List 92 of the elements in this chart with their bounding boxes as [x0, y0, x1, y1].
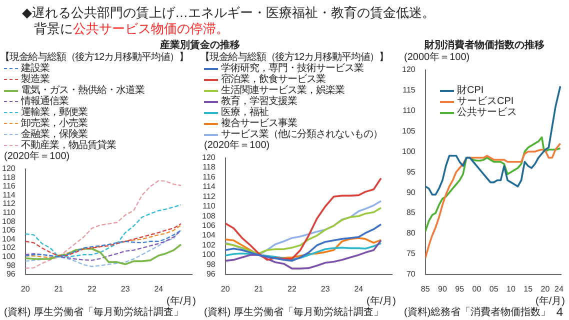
- legend-label: 金融業，保険業: [21, 129, 88, 140]
- y-axis-title: (2000年＝100): [403, 52, 471, 63]
- x-tick-label: 20: [220, 284, 230, 294]
- legend-label: サービスCPI: [457, 96, 514, 107]
- x-axis-title: (年/月): [534, 296, 566, 307]
- y-tick-label: 100: [402, 146, 416, 156]
- x-tick-label: 21: [54, 284, 64, 294]
- y-tick-label: 102: [2, 243, 16, 252]
- y-tick-label: 110: [402, 106, 416, 115]
- x-tick-label: 23: [320, 284, 330, 294]
- legend-label: 生活関連サービス業，娯楽業: [221, 85, 344, 96]
- x-tick-label: 95: [455, 284, 465, 294]
- chart-subtitle: 【現金給与総額（後方12カ月移動平均値）】: [0, 52, 190, 63]
- y-tick-label: 75: [406, 249, 416, 258]
- y-tick-label: 120: [202, 153, 216, 162]
- x-tick-label: 85: [420, 284, 430, 294]
- y-tick-label: 110: [2, 208, 16, 218]
- legend-label: 財CPI: [457, 85, 484, 96]
- legend-label: 製造業: [21, 74, 50, 85]
- x-tick-label: 05: [489, 284, 499, 294]
- text: 4: [556, 305, 563, 319]
- y-tick-label: 100: [202, 250, 216, 260]
- y-tick-label: 108: [202, 211, 216, 220]
- x-tick-label: 10: [506, 284, 516, 294]
- y-tick-label: 114: [202, 182, 216, 192]
- legend-label: 教育，学習支援業: [221, 96, 297, 107]
- y-tick-label: 118: [2, 172, 16, 182]
- x-tick-label: 24: [354, 284, 364, 294]
- legend-label: 運輸業，郵便業: [21, 107, 88, 118]
- x-tick-label: 24: [554, 284, 564, 294]
- x-tick-label: 15: [524, 284, 534, 294]
- x-axis-title: (年/月): [166, 296, 197, 307]
- y-tick-label: 120: [402, 65, 416, 74]
- y-tick-label: 118: [202, 162, 216, 172]
- legend-label: 情報通信業: [21, 96, 68, 107]
- line-series: [25, 180, 182, 269]
- y-tick-label: 80: [406, 228, 416, 238]
- legend-label: 卸売業，小売業: [21, 118, 88, 129]
- legend-label: 学術研究，専門・技術サービス業: [221, 63, 364, 74]
- text: ◆遅れる公共部門の賃上げ…エネルギー・医療福祉・教育の賃金低迷。: [22, 5, 435, 21]
- y-tick-label: 102: [202, 240, 216, 250]
- y-tick-label: 116: [202, 172, 216, 182]
- y-tick-label: 96: [6, 270, 16, 279]
- legend-label: 医療，福祉: [221, 107, 268, 118]
- y-tick-label: 115: [402, 85, 416, 94]
- line-series: [25, 204, 182, 258]
- y-tick-label: 70: [406, 270, 416, 279]
- y-tick-label: 104: [202, 230, 216, 240]
- y-tick-label: 95: [406, 167, 416, 176]
- legend-label: 建設業: [21, 63, 50, 74]
- x-tick-label: 23: [120, 284, 130, 294]
- y-tick-label: 120: [2, 164, 16, 174]
- y-tick-label: 106: [202, 221, 216, 230]
- chart-title: 産業別賃金の推移: [159, 38, 241, 52]
- y-tick-label: 114: [2, 190, 16, 200]
- text: (資料) 厚生労働省「毎月勤労統計調査」: [203, 307, 384, 318]
- y-tick-label: 100: [2, 252, 16, 262]
- x-tick-label: 22: [288, 284, 298, 294]
- x-tick-label: 24: [154, 284, 164, 294]
- legend-label: サービス業（他に分類されないもの）: [221, 129, 382, 140]
- x-tick-label: 00: [472, 284, 482, 294]
- legend-label: 宿泊業，飲食サービス業: [221, 74, 326, 85]
- text: (資料) 厚生労働省「毎月勤労統計調査」: [3, 307, 184, 318]
- x-tick-label: 20: [540, 284, 550, 294]
- y-tick-label: 108: [2, 216, 16, 226]
- x-tick-label: 20: [20, 284, 30, 294]
- y-tick-label: 106: [2, 226, 16, 235]
- y-tick-label: 112: [202, 192, 216, 201]
- y-tick-label: 98: [206, 260, 216, 269]
- legend-label: 公共サービス: [457, 107, 517, 118]
- x-tick-label: 22: [88, 284, 98, 294]
- x-axis-title: (年/月): [366, 296, 397, 307]
- y-tick-label: 104: [2, 234, 16, 244]
- y-tick-label: 96: [206, 270, 216, 279]
- y-tick-label: 85: [406, 208, 416, 218]
- x-tick-label: 90: [438, 284, 448, 294]
- y-tick-label: 98: [6, 260, 16, 270]
- y-axis-title: (2020年＝100): [203, 140, 271, 151]
- legend-label: 電気・ガス・熱供給・水道業: [21, 85, 144, 96]
- y-tick-label: 116: [2, 182, 16, 191]
- y-tick-label: 110: [202, 202, 216, 211]
- text: 公共サービス物価の停滞。: [73, 21, 229, 36]
- chart-title: 財別消費者物価指数の推移: [423, 38, 546, 52]
- text: (資料)総務省「消費者物価指数」: [404, 307, 551, 318]
- y-axis-title: (2020年＝100): [3, 151, 71, 162]
- x-tick-label: 21: [254, 284, 264, 294]
- chart-subtitle: 【現金給与総額（後方12カ月移動平均値）】: [200, 52, 390, 63]
- legend-label: 複合サービス事業: [221, 118, 297, 129]
- y-tick-label: 112: [2, 199, 16, 208]
- y-tick-label: 90: [406, 188, 416, 197]
- legend-label: 不動産業，物品賃貸業: [21, 140, 116, 151]
- y-tick-label: 105: [402, 126, 416, 136]
